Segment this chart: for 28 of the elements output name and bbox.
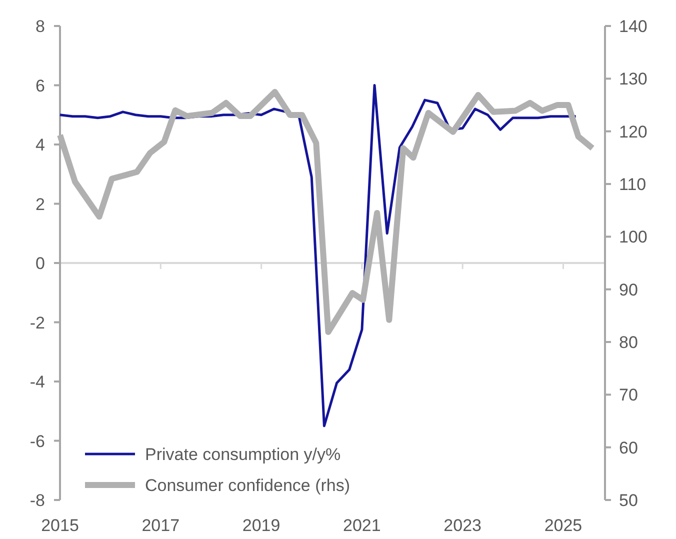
x-tick-label: 2017 (142, 516, 180, 535)
y2-tick-label: 80 (619, 333, 638, 352)
y2-tick-label: 110 (619, 175, 646, 194)
line-series (58, 84, 578, 428)
y2-tick-label: 70 (619, 386, 638, 405)
y-tick-label: -4 (30, 372, 45, 392)
y2-tick-label: 90 (619, 280, 638, 300)
y2-tick-label: 120 (619, 122, 648, 142)
y-tick-label: 4 (36, 136, 45, 154)
x-tick-label: 2025 (544, 516, 582, 535)
x-tick-label: 2023 (444, 516, 482, 535)
legend-label: Private consumption y/y% (145, 445, 341, 464)
y2-tick-label: 140 (619, 17, 648, 36)
y-tick-label: 8 (36, 17, 45, 36)
x-tick-label: 2015 (41, 516, 79, 535)
y-tick-label: 6 (36, 76, 45, 96)
y2-tick-label: 50 (619, 491, 638, 510)
y-tick-label: 0 (36, 254, 45, 273)
legend-label: Consumer confidence (rhs) (145, 476, 350, 495)
y2-tick-label: 60 (619, 438, 638, 458)
y2-tick-label: 130 (619, 70, 648, 89)
y-tick-label: -2 (30, 313, 45, 332)
y-tick-label: -6 (30, 432, 45, 451)
x-tick-label: 2021 (343, 516, 381, 535)
y2-tick-label: 100 (619, 228, 648, 247)
y-tick-label: 2 (36, 194, 45, 214)
y-tick-label: -8 (30, 491, 45, 510)
x-tick-label: 2019 (242, 516, 280, 535)
